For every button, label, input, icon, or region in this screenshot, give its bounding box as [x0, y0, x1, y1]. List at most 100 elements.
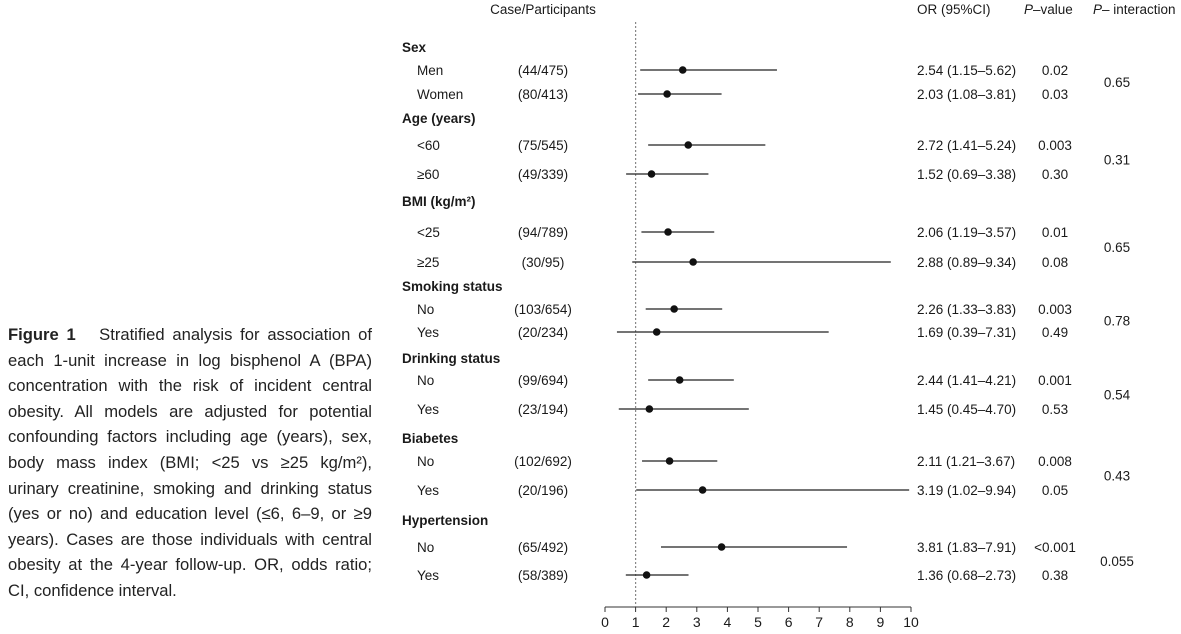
row-p-value: 0.003 [1038, 302, 1072, 317]
row-p-value: 0.008 [1038, 454, 1072, 469]
or-point [698, 486, 707, 494]
row-or-ci: 1.52 (0.69–3.38) [917, 167, 1016, 182]
group-p-interaction: 0.78 [1104, 314, 1130, 329]
row-label: <60 [417, 138, 440, 153]
group-p-interaction: 0.65 [1104, 240, 1130, 255]
row-cases: (58/389) [518, 568, 568, 583]
group-label: Biabetes [402, 431, 458, 446]
row-label: No [417, 302, 434, 317]
row-or-ci: 2.88 (0.89–9.34) [917, 255, 1016, 270]
row-cases: (103/654) [514, 302, 572, 317]
or-point [670, 305, 678, 313]
row-cases: (49/339) [518, 167, 568, 182]
row-p-value: 0.08 [1042, 255, 1068, 270]
group-label: Smoking status [402, 279, 503, 294]
group-label: Sex [402, 40, 427, 55]
row-label: Yes [417, 568, 439, 583]
row-cases: (30/95) [522, 255, 565, 270]
row-p-value: 0.03 [1042, 87, 1068, 102]
or-point [663, 90, 671, 98]
x-tick-label: 5 [754, 614, 762, 630]
or-point [678, 66, 687, 74]
row-or-ci: 2.54 (1.15–5.62) [917, 63, 1016, 78]
x-tick-label: 1 [632, 614, 640, 630]
x-tick-label: 2 [662, 614, 670, 630]
row-p-value: 0.05 [1042, 483, 1068, 498]
group-p-interaction: 0.055 [1100, 554, 1134, 569]
row-or-ci: 2.03 (1.08–3.81) [917, 87, 1016, 102]
row-or-ci: 1.69 (0.39–7.31) [917, 325, 1016, 340]
row-cases: (44/475) [518, 63, 568, 78]
row-label: No [417, 540, 434, 555]
row-label: Yes [417, 402, 439, 417]
group-p-interaction: 0.65 [1104, 75, 1130, 90]
row-or-ci: 2.44 (1.41–4.21) [917, 373, 1016, 388]
row-cases: (75/545) [518, 138, 568, 153]
or-point [675, 376, 684, 384]
row-or-ci: 2.11 (1.21–3.67) [917, 454, 1015, 469]
or-point [717, 543, 726, 551]
or-point [645, 405, 654, 413]
row-label: Women [417, 87, 463, 102]
x-axis: 0 1 2 3 4 5 6 7 8 9 10 [601, 606, 919, 630]
forest-rows: Sex Men (44/475) 2.54 (1.15–5.62) 0.02 Women (… [402, 40, 1134, 583]
group-label: Age (years) [402, 111, 476, 126]
row-or-ci: 1.45 (0.45–4.70) [917, 402, 1016, 417]
group-label: Drinking status [402, 351, 500, 366]
or-point [647, 170, 656, 178]
or-point [689, 258, 697, 266]
row-cases: (20/234) [518, 325, 568, 340]
row-cases: (20/196) [518, 483, 568, 498]
x-tick-label: 9 [877, 614, 885, 630]
group-label: BMI (kg/m²) [402, 194, 476, 209]
row-p-value: 0.01 [1042, 225, 1068, 240]
figure-label: Figure 1 [8, 325, 76, 344]
row-or-ci: 3.19 (1.02–9.94) [917, 483, 1016, 498]
header-or: OR (95%CI) [917, 2, 991, 17]
row-p-value: 0.02 [1042, 63, 1068, 78]
row-cases: (80/413) [518, 87, 568, 102]
row-p-value: <0.001 [1034, 540, 1076, 555]
row-p-value: 0.001 [1038, 373, 1072, 388]
figure-caption: Figure 1 Stratified analysis for associa… [8, 322, 372, 604]
row-cases: (23/194) [518, 402, 568, 417]
row-label: Yes [417, 483, 439, 498]
row-cases: (94/789) [518, 225, 568, 240]
row-label: No [417, 454, 434, 469]
row-cases: (99/694) [518, 373, 568, 388]
x-tick-label: 10 [903, 614, 919, 630]
x-tick-label: 4 [724, 614, 732, 630]
header-p-value: P–value [1024, 2, 1073, 17]
row-or-ci: 3.81 (1.83–7.91) [917, 540, 1016, 555]
group-p-interaction: 0.43 [1104, 469, 1130, 484]
x-tick-label: 6 [785, 614, 793, 630]
row-p-value: 0.30 [1042, 167, 1068, 182]
header-cases: Case/Participants [490, 2, 596, 17]
row-label: Yes [417, 325, 439, 340]
or-point [652, 328, 661, 336]
x-tick-label: 0 [601, 614, 609, 630]
figure-caption-body: Stratified analysis for association of e… [8, 325, 372, 600]
row-label: ≥25 [417, 255, 439, 270]
row-p-value: 0.49 [1042, 325, 1068, 340]
row-p-value: 0.003 [1038, 138, 1072, 153]
or-point [664, 228, 672, 236]
row-label: <25 [417, 225, 440, 240]
row-cases: (65/492) [518, 540, 568, 555]
row-cases: (102/692) [514, 454, 572, 469]
row-label: Men [417, 63, 443, 78]
or-point [665, 457, 674, 465]
x-tick-label: 3 [693, 614, 701, 630]
row-or-ci: 2.26 (1.33–3.83) [917, 302, 1016, 317]
row-label: ≥60 [417, 167, 439, 182]
row-p-value: 0.53 [1042, 402, 1068, 417]
row-p-value: 0.38 [1042, 568, 1068, 583]
row-or-ci: 2.72 (1.41–5.24) [917, 138, 1016, 153]
or-point [684, 141, 693, 149]
row-or-ci: 1.36 (0.68–2.73) [917, 568, 1016, 583]
group-label: Hypertension [402, 513, 488, 528]
or-point [642, 571, 651, 579]
header-p-interaction: P– interaction [1093, 2, 1176, 17]
group-p-interaction: 0.54 [1104, 388, 1131, 403]
